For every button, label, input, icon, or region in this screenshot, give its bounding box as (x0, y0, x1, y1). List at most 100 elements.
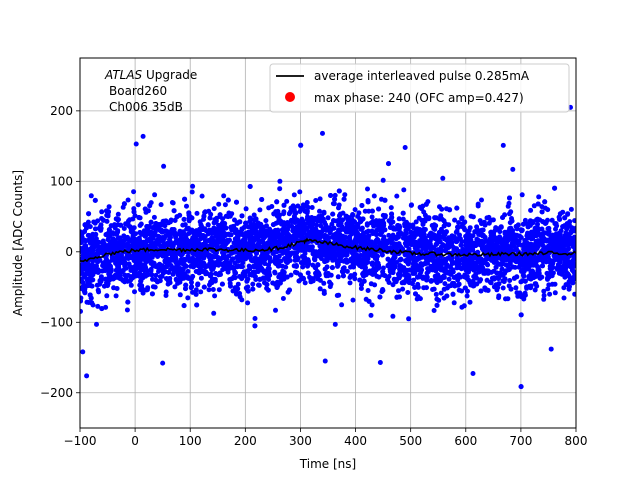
scatter-point (112, 244, 118, 250)
scatter-point (276, 253, 282, 259)
scatter-point (269, 204, 275, 209)
scatter-point (200, 227, 206, 232)
scatter-point (413, 226, 419, 232)
scatter-point (227, 213, 233, 219)
scatter-point (304, 200, 310, 205)
scatter-point (82, 222, 88, 228)
scatter-point (467, 225, 473, 231)
scatter-point (332, 321, 338, 327)
scatter-point (116, 275, 122, 281)
scatter-point (125, 299, 131, 305)
scatter-point (156, 250, 162, 256)
scatter-point (249, 272, 255, 278)
scatter-point (94, 321, 99, 327)
scatter-point (189, 279, 194, 285)
scatter-point (467, 299, 473, 305)
scatter-point (308, 277, 314, 283)
scatter-point (141, 228, 147, 234)
scatter-point (341, 237, 347, 243)
scatter-point (107, 233, 113, 239)
scatter-point (173, 239, 179, 244)
scatter-point (419, 262, 425, 268)
scatter-point (272, 270, 278, 276)
scatter-point (409, 281, 415, 286)
scatter-point (85, 219, 91, 225)
scatter-point (168, 217, 174, 223)
scatter-point (239, 297, 245, 303)
scatter-point (365, 259, 370, 265)
scatter-point (280, 250, 286, 256)
scatter-point (293, 263, 299, 269)
scatter-point (281, 211, 286, 217)
scatter-point (451, 247, 457, 253)
scatter-point (188, 227, 194, 233)
scatter-point (552, 221, 558, 227)
scatter-point (182, 196, 188, 202)
scatter-point (332, 192, 338, 198)
scatter-point (500, 142, 506, 148)
scatter-point (302, 208, 308, 214)
scatter-point (397, 257, 403, 263)
scatter-point (547, 291, 553, 297)
scatter-point (399, 280, 405, 286)
scatter-point (275, 227, 281, 233)
scatter-point (195, 281, 201, 287)
scatter-point (285, 220, 290, 226)
scatter-point (396, 226, 402, 232)
scatter-point (434, 296, 440, 302)
scatter-point (552, 241, 558, 247)
scatter-point (95, 270, 101, 275)
scatter-point (369, 228, 375, 234)
scatter-point (568, 230, 574, 236)
scatter-point (317, 208, 322, 214)
scatter-point (428, 278, 434, 284)
scatter-point (479, 221, 484, 227)
scatter-point (536, 194, 542, 200)
scatter-point (430, 267, 435, 273)
scatter-point (253, 256, 259, 262)
scatter-point (420, 275, 426, 281)
scatter-point (201, 284, 207, 290)
scatter-point (535, 201, 541, 207)
scatter-point (267, 258, 273, 264)
scatter-point (105, 281, 111, 286)
scatter-point (83, 238, 89, 244)
scatter-point (366, 208, 372, 214)
scatter-point (100, 244, 106, 250)
scatter-point (198, 289, 204, 295)
scatter-point (449, 261, 455, 266)
scatter-point (420, 221, 426, 227)
scatter-point (479, 197, 484, 203)
scatter-point (106, 204, 112, 210)
scatter-point (542, 230, 547, 236)
scatter-point (133, 231, 138, 237)
scatter-point (277, 186, 283, 192)
scatter-point (181, 303, 187, 309)
scatter-point (425, 269, 431, 275)
scatter-point (164, 232, 170, 238)
scatter-point (513, 246, 519, 252)
scatter-point (413, 219, 419, 225)
scatter-point (435, 247, 441, 253)
scatter-point (483, 238, 489, 244)
scatter-point (411, 261, 417, 267)
scatter-point (442, 267, 448, 273)
scatter-point (265, 266, 271, 272)
scatter-point (328, 193, 334, 198)
scatter-point (433, 291, 439, 297)
scatter-point (321, 280, 327, 286)
scatter-point (460, 221, 466, 227)
scatter-point (245, 276, 251, 282)
scatter-point (234, 220, 240, 226)
scatter-point (438, 226, 444, 232)
scatter-point (262, 275, 268, 281)
scatter-point (229, 250, 235, 256)
scatter-point (241, 240, 247, 246)
scatter-point (419, 267, 424, 273)
scatter-point (275, 263, 281, 269)
scatter-point (202, 269, 208, 275)
scatter-point (216, 272, 222, 278)
scatter-point (522, 278, 528, 284)
scatter-point (319, 251, 325, 257)
scatter-point (129, 266, 134, 272)
